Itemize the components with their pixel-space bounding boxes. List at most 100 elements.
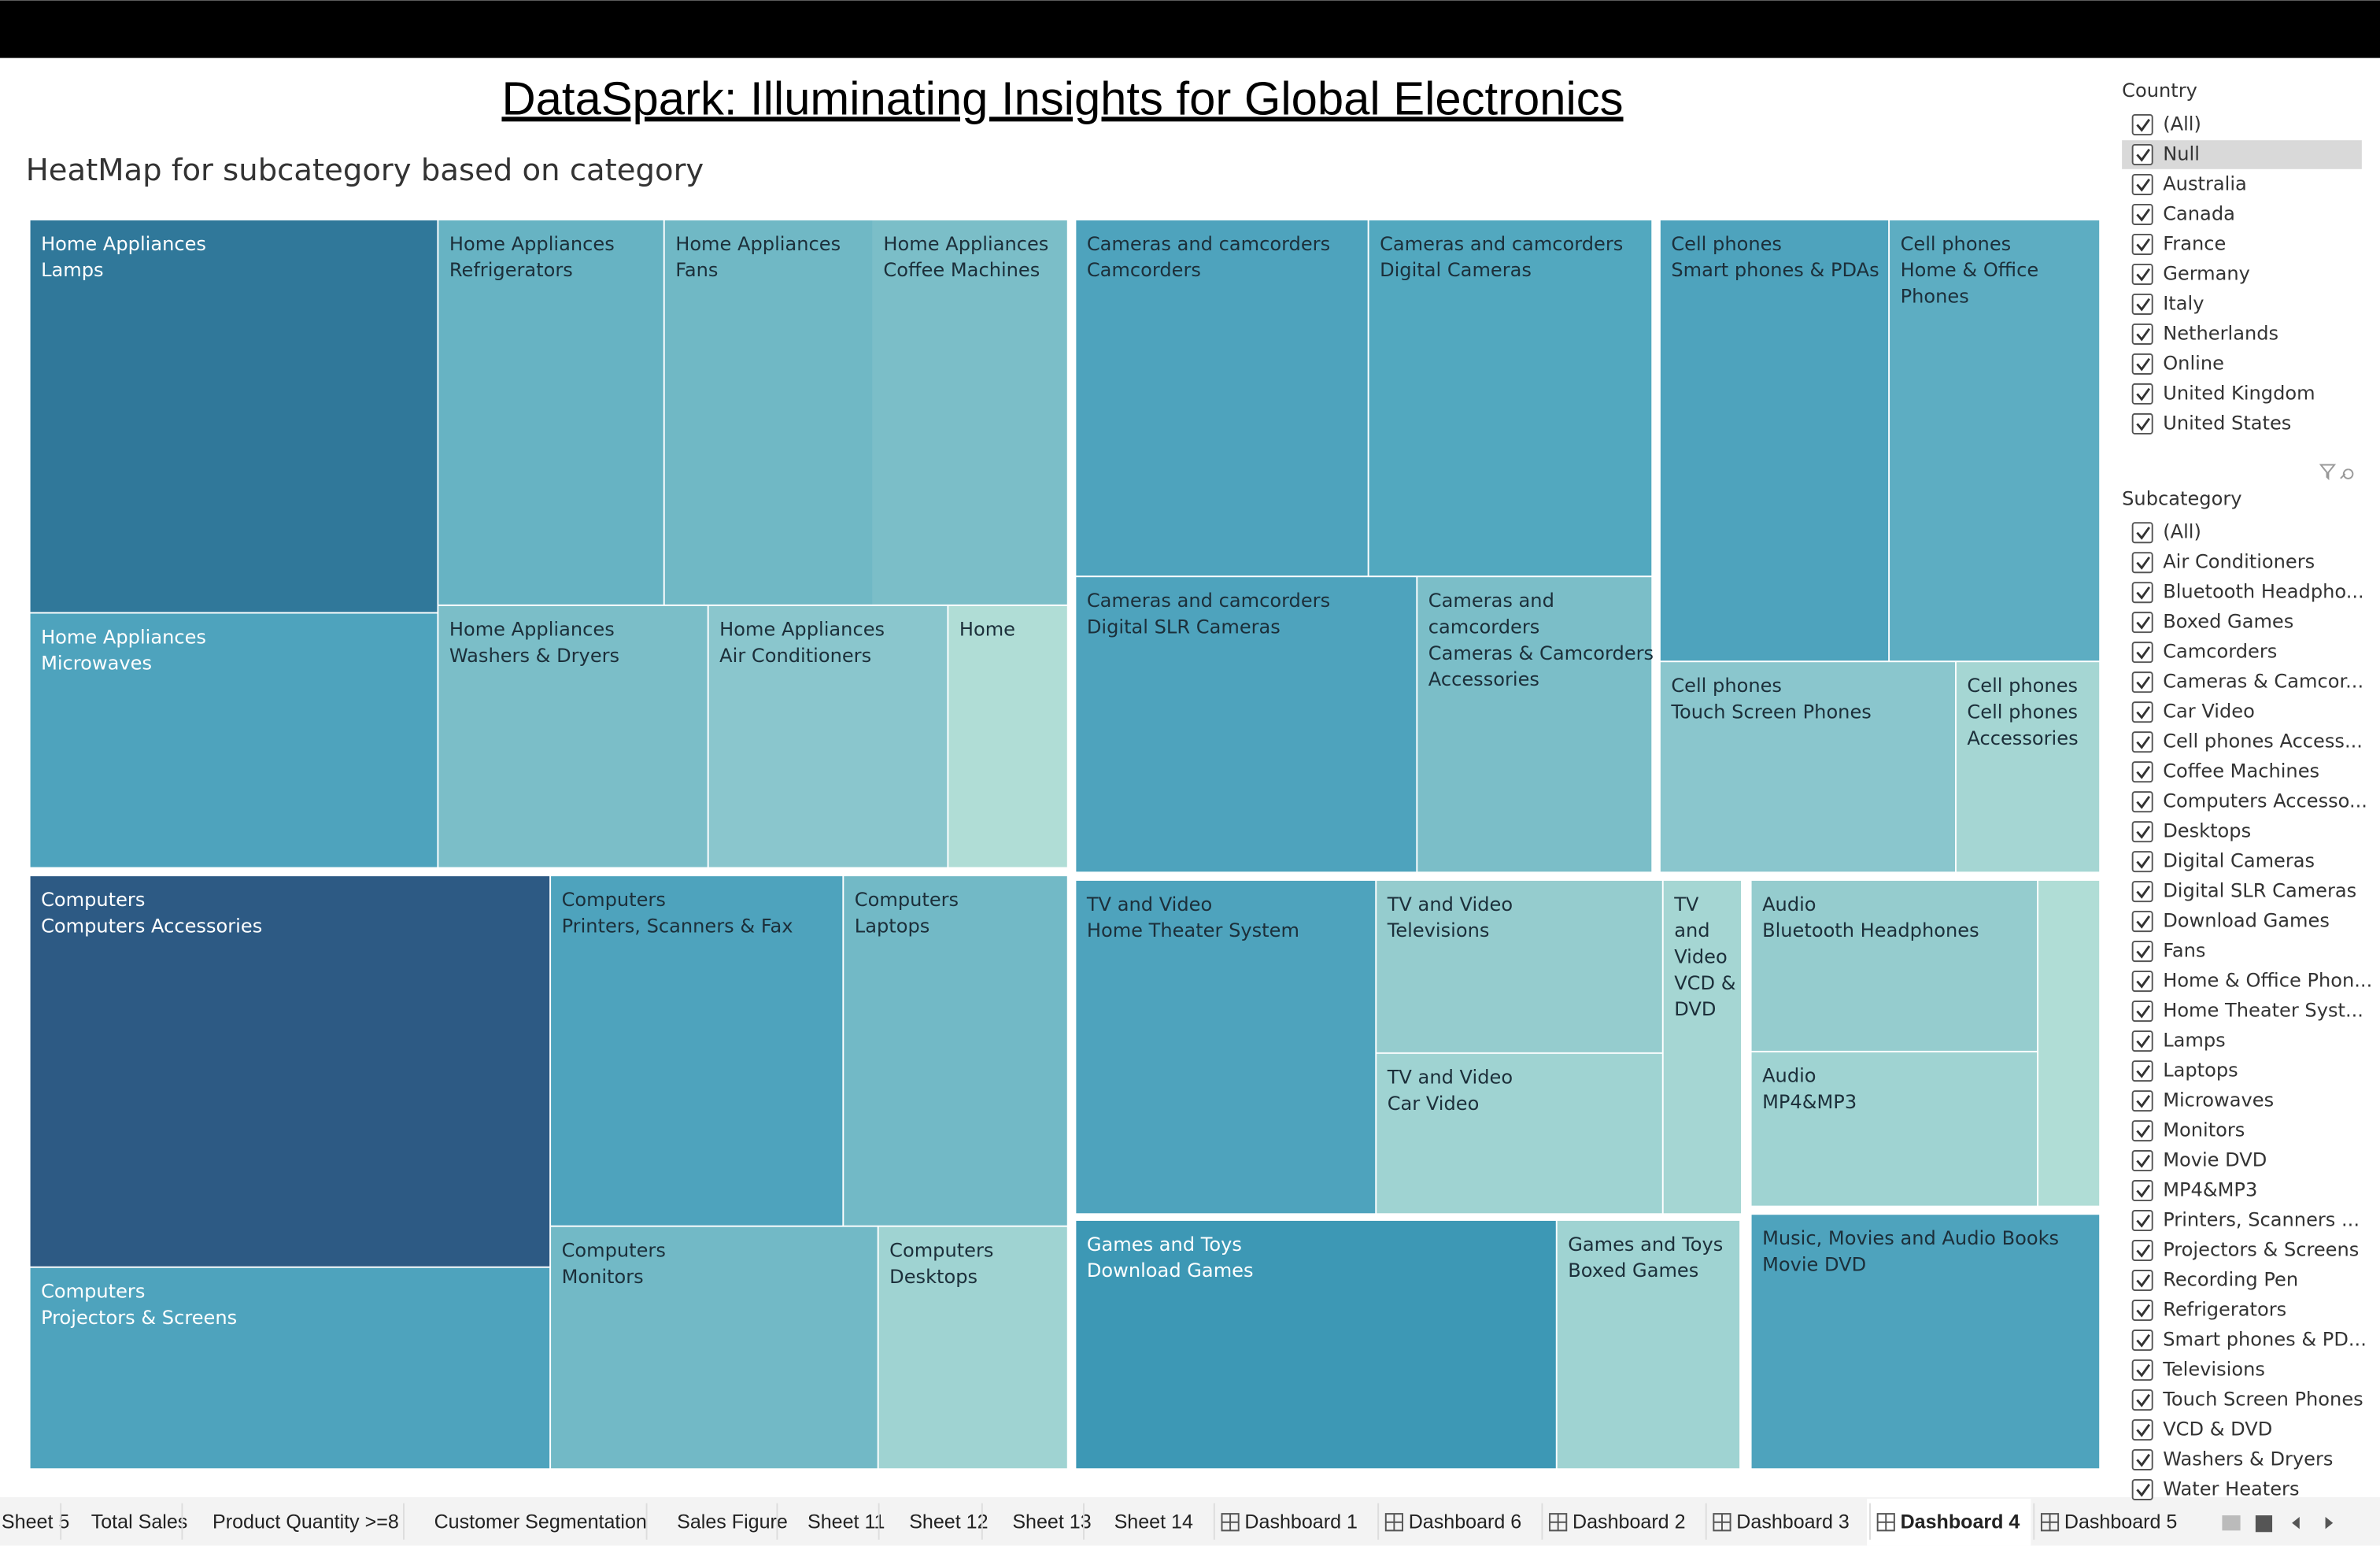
filter-item[interactable]: Movie DVD	[2163, 1149, 2267, 1171]
filter-item[interactable]: Home & Office Phon...	[2163, 970, 2372, 992]
checkbox[interactable]	[2131, 353, 2153, 375]
treemap-tile[interactable]	[1377, 880, 1662, 1052]
tab[interactable]: Sheet 13	[1012, 1511, 1091, 1533]
treemap-tile[interactable]	[1076, 577, 1417, 872]
checkbox[interactable]	[2131, 911, 2153, 933]
treemap-tile[interactable]	[844, 876, 1067, 1226]
filter-item[interactable]: VCD & DVD	[2163, 1418, 2272, 1440]
treemap-tile[interactable]	[1751, 1052, 2038, 1206]
filter-item[interactable]: Fans	[2163, 940, 2205, 962]
treemap-tile[interactable]	[1660, 662, 1955, 872]
checkbox[interactable]	[2131, 851, 2153, 873]
tab[interactable]: Dashboard 5	[2064, 1511, 2178, 1533]
tab[interactable]: Sheet 5	[2, 1511, 69, 1533]
treemap-tile[interactable]	[1076, 1220, 1556, 1469]
checkbox[interactable]	[2131, 263, 2153, 285]
checkbox[interactable]	[2131, 731, 2153, 753]
filter-item[interactable]: Microwaves	[2163, 1089, 2274, 1111]
checkbox[interactable]	[2131, 671, 2153, 693]
filter-item[interactable]: Australia	[2163, 172, 2247, 194]
checkbox[interactable]	[2131, 1478, 2153, 1500]
filter-item[interactable]: Washers & Dryers	[2163, 1448, 2333, 1470]
filter-item[interactable]: Monitors	[2163, 1119, 2245, 1141]
treemap-tile[interactable]	[438, 605, 708, 867]
filter-item[interactable]: Camcorders	[2163, 641, 2277, 663]
filter-item[interactable]: Italy	[2163, 292, 2204, 314]
checkbox[interactable]	[2131, 412, 2153, 435]
treemap-tile[interactable]	[30, 220, 438, 612]
checkbox[interactable]	[2131, 1240, 2153, 1262]
filter-item[interactable]: Air Conditioners	[2163, 551, 2315, 573]
treemap-tile[interactable]	[1557, 1220, 1740, 1469]
treemap-tile[interactable]	[878, 1226, 1067, 1469]
tab[interactable]: Dashboard 4	[1901, 1511, 2020, 1533]
treemap-tile[interactable]	[1751, 880, 2038, 1051]
filter-item[interactable]: Digital SLR Cameras	[2163, 880, 2356, 902]
filter-item[interactable]: Netherlands	[2163, 322, 2278, 344]
checkbox[interactable]	[2131, 701, 2153, 723]
treemap-tile[interactable]	[1660, 220, 1889, 661]
filter-item[interactable]: MP4&MP3	[2163, 1179, 2257, 1201]
filter-item[interactable]: (All)	[2163, 113, 2201, 135]
treemap-tile[interactable]	[1076, 220, 1368, 576]
checkbox[interactable]	[2131, 1389, 2153, 1411]
treemap-tile[interactable]	[1417, 577, 1652, 872]
treemap-tile[interactable]	[551, 876, 843, 1226]
checkbox[interactable]	[2131, 881, 2153, 903]
checkbox[interactable]	[2131, 1000, 2153, 1023]
nav-icon[interactable]	[2222, 1515, 2241, 1531]
filter-item[interactable]: Water Heaters	[2163, 1478, 2299, 1500]
treemap-tile[interactable]	[1076, 880, 1376, 1214]
tab[interactable]: Dashboard 6	[1409, 1511, 1522, 1533]
checkbox[interactable]	[2131, 552, 2153, 574]
filter-item[interactable]: Projectors & Screens	[2163, 1239, 2359, 1261]
filter-item[interactable]: Cell phones Access...	[2163, 730, 2363, 753]
checkbox[interactable]	[2131, 1359, 2153, 1381]
treemap-tile[interactable]	[30, 613, 438, 867]
checkbox[interactable]	[2131, 941, 2153, 963]
checkbox[interactable]	[2131, 233, 2153, 255]
treemap-tile[interactable]	[438, 220, 663, 605]
treemap-tile[interactable]	[1956, 662, 2100, 872]
nav-next[interactable]	[2325, 1517, 2334, 1529]
filter-item[interactable]: Canada	[2163, 202, 2235, 224]
treemap-tile[interactable]	[1369, 220, 1652, 576]
treemap-tile[interactable]	[664, 220, 873, 605]
checkbox[interactable]	[2131, 1448, 2153, 1470]
checkbox[interactable]	[2131, 203, 2153, 225]
filter-item[interactable]: Laptops	[2163, 1060, 2238, 1082]
checkbox[interactable]	[2131, 1180, 2153, 1202]
filter-item[interactable]: Null	[2163, 142, 2200, 165]
filter-item[interactable]: Bluetooth Headpho...	[2163, 581, 2363, 603]
tab[interactable]: Product Quantity >=8	[213, 1511, 399, 1533]
treemap-tile[interactable]	[30, 876, 550, 1267]
checkbox[interactable]	[2131, 582, 2153, 604]
treemap-tile[interactable]	[1890, 220, 2100, 661]
filter-item[interactable]: Boxed Games	[2163, 611, 2293, 633]
filter-item[interactable]: Germany	[2163, 262, 2250, 284]
checkbox[interactable]	[2131, 761, 2153, 783]
checkbox[interactable]	[2131, 791, 2153, 813]
filter-item[interactable]: Smart phones & PD...	[2163, 1329, 2367, 1351]
tab[interactable]: Sales Figure	[677, 1511, 788, 1533]
tab[interactable]: Dashboard 2	[1572, 1511, 1686, 1533]
checkbox[interactable]	[2131, 821, 2153, 843]
filter-item[interactable]: Printers, Scanners ...	[2163, 1209, 2360, 1231]
nav-icon[interactable]	[2255, 1515, 2273, 1533]
filter-item[interactable]: Cameras & Camcor...	[2163, 671, 2363, 693]
filter-item[interactable]: Refrigerators	[2163, 1299, 2286, 1321]
tab[interactable]: Dashboard 1	[1244, 1511, 1358, 1533]
tab[interactable]: Sheet 14	[1114, 1511, 1193, 1533]
filter-item[interactable]: Online	[2163, 352, 2224, 374]
filter-item[interactable]: Home Theater Syst...	[2163, 1000, 2363, 1022]
tab-nav[interactable]	[2222, 1515, 2334, 1533]
treemap-tile[interactable]	[948, 605, 1067, 867]
filter-item[interactable]: Desktops	[2163, 820, 2251, 842]
filter-item[interactable]: Lamps	[2163, 1030, 2226, 1052]
checkbox[interactable]	[2131, 173, 2153, 195]
checkbox[interactable]	[2131, 293, 2153, 315]
treemap-tile[interactable]	[872, 220, 1067, 605]
checkbox[interactable]	[2131, 143, 2153, 165]
checkbox[interactable]	[2131, 612, 2153, 634]
treemap-tile[interactable]	[708, 605, 948, 867]
